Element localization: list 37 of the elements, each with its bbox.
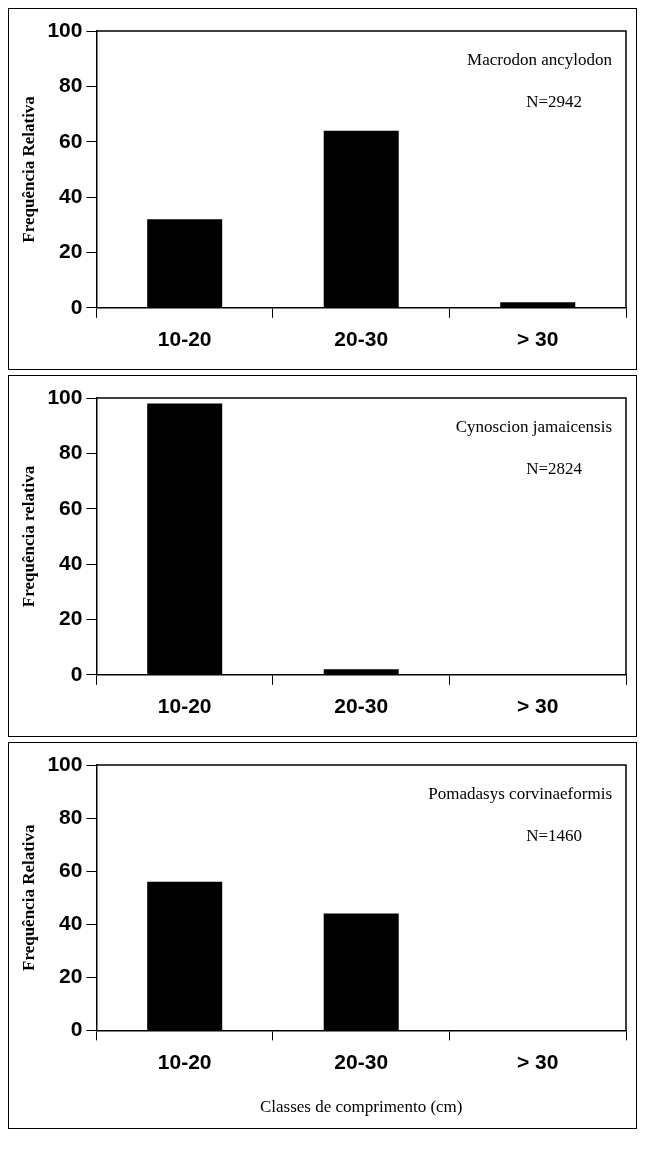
- annotation: N=1460: [526, 826, 582, 846]
- y-tick-label: 100: [47, 384, 83, 408]
- y-axis-title: Frequência Relativa: [18, 823, 38, 971]
- y-tick-label: 60: [59, 495, 83, 519]
- x-tick-label: 20-30: [334, 327, 389, 351]
- x-tick-label: > 30: [517, 694, 559, 718]
- annotation: Macrodon ancylodon: [467, 50, 613, 70]
- x-tick-label: 10-20: [157, 327, 212, 351]
- y-tick-label: 0: [70, 294, 83, 318]
- y-tick-label: 60: [59, 128, 83, 152]
- x-tick-label: > 30: [517, 1049, 559, 1073]
- x-axis-title: Classes de comprimento (cm): [259, 1097, 463, 1117]
- y-axis-title: Frequência Relativa: [18, 95, 38, 243]
- y-axis-title: Frequência relativa: [18, 465, 38, 608]
- y-tick-label: 40: [59, 550, 83, 574]
- y-tick-label: 0: [70, 661, 83, 685]
- x-tick-label: 10-20: [157, 694, 212, 718]
- y-tick-label: 60: [59, 857, 83, 881]
- x-tick-label: 10-20: [157, 1049, 212, 1073]
- annotation: Cynoscion jamaicensis: [455, 417, 612, 437]
- y-tick-label: 80: [59, 73, 83, 97]
- x-tick-label: 20-30: [334, 694, 389, 718]
- y-tick-label: 100: [47, 751, 83, 775]
- y-tick-label: 80: [59, 440, 83, 464]
- x-tick-label: > 30: [517, 327, 559, 351]
- annotation: Pomadasys corvinaeformis: [428, 784, 612, 804]
- y-tick-label: 40: [59, 911, 83, 935]
- y-tick-label: 0: [70, 1017, 83, 1041]
- y-tick-label: 80: [59, 804, 83, 828]
- y-tick-label: 100: [47, 17, 83, 41]
- y-tick-label: 40: [59, 183, 83, 207]
- x-tick-label: 20-30: [334, 1049, 389, 1073]
- y-tick-label: 20: [59, 239, 83, 263]
- y-tick-label: 20: [59, 964, 83, 988]
- annotation: N=2824: [526, 459, 583, 479]
- y-tick-label: 20: [59, 606, 83, 630]
- annotation: N=2942: [526, 92, 582, 112]
